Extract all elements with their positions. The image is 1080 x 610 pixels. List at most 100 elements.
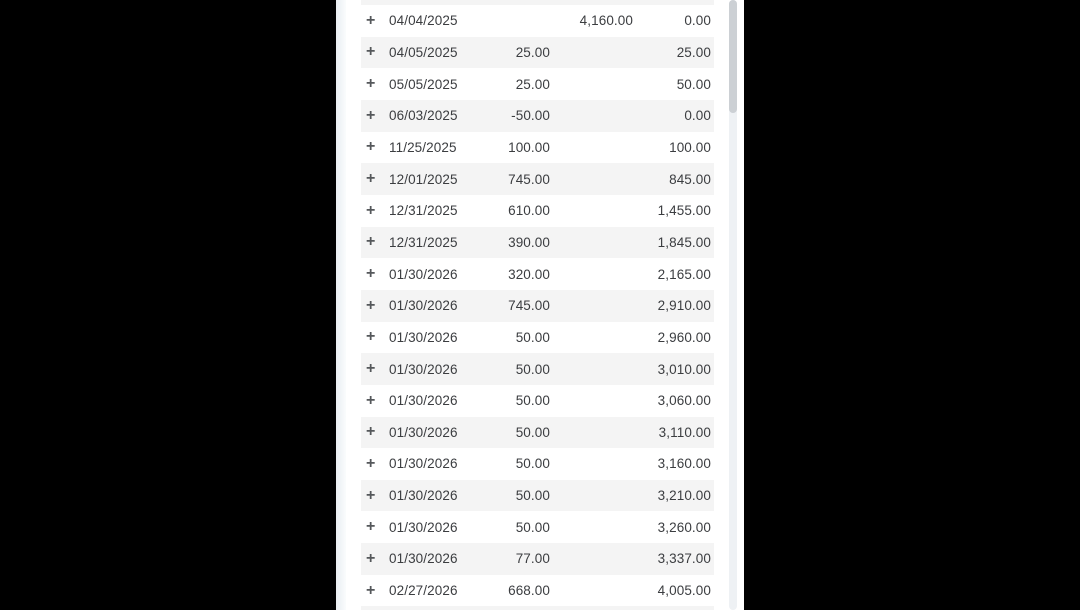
- expand-cell: +: [361, 385, 389, 417]
- transaction-balance: 3,010.00: [657, 361, 711, 377]
- expand-row-button[interactable]: +: [366, 454, 376, 472]
- transaction-amount: 50.00: [515, 424, 550, 440]
- expand-cell: +: [361, 511, 389, 543]
- table-row: +01/30/2026 320.00 2,165.00: [361, 258, 714, 290]
- table-row: +12/01/2025 745.00 845.00: [361, 163, 714, 195]
- table-row: +06/03/2025 -50.00 0.00: [361, 99, 714, 132]
- expand-cell: +: [361, 480, 389, 512]
- transaction-amount: 50.00: [515, 329, 550, 345]
- transaction-amount: -50.00: [511, 108, 550, 124]
- transaction-balance: 0.00: [684, 108, 711, 124]
- expand-cell: +: [361, 195, 389, 227]
- vertical-scrollbar-track[interactable]: [729, 0, 737, 610]
- transaction-date: 12/31/2025: [389, 234, 458, 250]
- expand-row-button[interactable]: +: [366, 391, 376, 409]
- expand-row-button[interactable]: +: [366, 201, 376, 219]
- transaction-amount: 50.00: [515, 519, 550, 535]
- transaction-amount: 100.00: [508, 139, 550, 155]
- transaction-date: 01/30/2026: [389, 456, 458, 472]
- transaction-balance: 100.00: [669, 139, 711, 155]
- transaction-amount: 745.00: [508, 298, 550, 314]
- table-row: +12/31/2025 390.00 1,845.00: [361, 226, 714, 259]
- transaction-date: 01/30/2026: [389, 266, 458, 282]
- expand-cell: +: [361, 163, 389, 195]
- expand-cell: +: [361, 5, 389, 37]
- transaction-balance: 845.00: [669, 171, 711, 187]
- transaction-amount: 25.00: [515, 76, 550, 92]
- table-row-partial-top: [361, 0, 714, 5]
- expand-cell: +: [361, 417, 389, 449]
- table-row: +04/05/2025 25.00 25.00: [361, 36, 714, 69]
- transaction-balance: 1,845.00: [657, 234, 711, 250]
- expand-cell: +: [361, 100, 389, 132]
- expand-row-button[interactable]: +: [366, 233, 376, 251]
- table-row: +11/25/2025 100.00 100.00: [361, 131, 714, 164]
- transaction-date: 04/05/2025: [389, 44, 458, 60]
- transaction-balance: 3,210.00: [657, 488, 711, 504]
- expand-row-button[interactable]: +: [366, 106, 376, 124]
- transaction-amount: 50.00: [515, 488, 550, 504]
- transaction-date: 01/30/2026: [389, 361, 458, 377]
- transaction-amount: 50.00: [515, 393, 550, 409]
- expand-cell: +: [361, 37, 389, 69]
- expand-cell: +: [361, 448, 389, 480]
- vertical-scrollbar-thumb[interactable]: [729, 0, 737, 113]
- table-row: +01/30/2026 50.00 3,160.00: [361, 448, 714, 480]
- transaction-balance: 2,165.00: [657, 266, 711, 282]
- transaction-table: +04/04/2025 4,160.00 0.00 +04/05/2025 25.00 2…: [361, 0, 714, 610]
- table-row: +05/05/2025 25.00 50.00: [361, 68, 714, 100]
- transaction-date: 01/30/2026: [389, 488, 458, 504]
- transaction-balance: 3,110.00: [658, 424, 711, 440]
- transaction-amount: 25.00: [515, 44, 550, 60]
- expand-row-button[interactable]: +: [366, 296, 376, 314]
- expand-row-button[interactable]: +: [366, 360, 376, 378]
- transaction-balance: 50.00: [676, 76, 711, 92]
- expand-row-button[interactable]: +: [366, 423, 376, 441]
- expand-row-button[interactable]: +: [366, 486, 376, 504]
- table-row: +01/30/2026 745.00 2,910.00: [361, 289, 714, 322]
- expand-row-button[interactable]: +: [366, 581, 376, 599]
- expand-row-button[interactable]: +: [366, 170, 376, 188]
- table-row-partial-bottom: [361, 606, 714, 610]
- transaction-balance: 0.00: [684, 13, 711, 29]
- transaction-date: 01/30/2026: [389, 329, 458, 345]
- expand-cell: +: [361, 132, 389, 164]
- transaction-date: 04/04/2025: [389, 13, 458, 29]
- transaction-date: 05/05/2025: [389, 76, 458, 92]
- transaction-balance: 1,455.00: [657, 203, 711, 219]
- transaction-amount: 320.00: [508, 266, 550, 282]
- transaction-balance: 2,960.00: [657, 329, 711, 345]
- expand-cell: +: [361, 258, 389, 290]
- expand-row-button[interactable]: +: [366, 265, 376, 283]
- expand-row-button[interactable]: +: [366, 138, 376, 156]
- transaction-date: 12/31/2025: [389, 203, 458, 219]
- transaction-amount: 610.00: [508, 203, 550, 219]
- table-row: +01/30/2026 77.00 3,337.00: [361, 543, 714, 575]
- transaction-date: 11/25/2025: [389, 139, 457, 155]
- transaction-balance: 4,005.00: [657, 583, 711, 599]
- transaction-balance: 3,337.00: [657, 551, 711, 567]
- expand-row-button[interactable]: +: [366, 11, 376, 29]
- transaction-balance: 25.00: [676, 44, 711, 60]
- transaction-amount: 745.00: [508, 171, 550, 187]
- expand-row-button[interactable]: +: [366, 549, 376, 567]
- expand-cell: +: [361, 68, 389, 100]
- table-row: +01/30/2026 50.00 2,960.00: [361, 321, 714, 354]
- transaction-date: 01/30/2026: [389, 551, 458, 567]
- expand-cell: +: [361, 575, 389, 607]
- table-row: +01/30/2026 50.00 3,010.00: [361, 353, 714, 385]
- expand-row-button[interactable]: +: [366, 518, 376, 536]
- table-row: +04/04/2025 4,160.00 0.00: [361, 4, 714, 37]
- expand-cell: +: [361, 290, 389, 322]
- transaction-register-panel: +04/04/2025 4,160.00 0.00 +04/05/2025 25.00 2…: [336, 0, 744, 610]
- transaction-balance: 2,910.00: [657, 298, 711, 314]
- expand-cell: +: [361, 543, 389, 575]
- expand-row-button[interactable]: +: [366, 75, 376, 93]
- transaction-balance: 3,260.00: [657, 519, 711, 535]
- expand-row-button[interactable]: +: [366, 328, 376, 346]
- transaction-amount: 668.00: [508, 583, 550, 599]
- expand-cell: +: [361, 227, 389, 259]
- expand-row-button[interactable]: +: [366, 43, 376, 61]
- transaction-date: 01/30/2026: [389, 298, 458, 314]
- transaction-date: 01/30/2026: [389, 424, 458, 440]
